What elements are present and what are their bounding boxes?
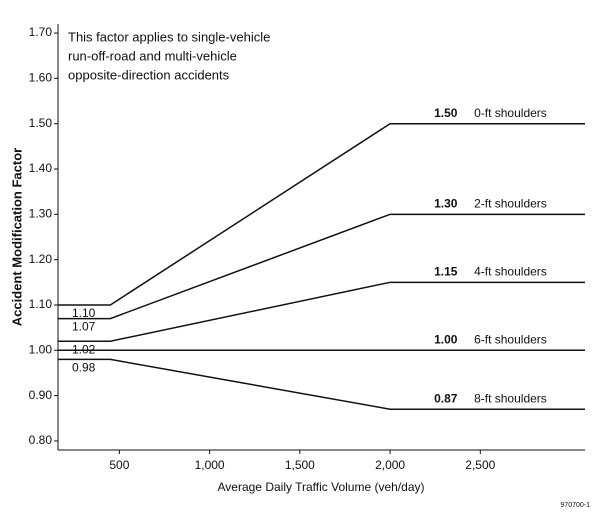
- data-label: 1.15: [434, 264, 458, 278]
- series-line: [58, 281, 585, 342]
- series-line: [58, 122, 585, 306]
- y-tick-label: 1.60: [29, 71, 53, 85]
- data-label: 0.98: [72, 361, 96, 375]
- y-tick-label: 1.00: [29, 342, 53, 356]
- y-tick-label: 1.40: [29, 161, 53, 175]
- x-tick-label: 1,500: [285, 458, 315, 472]
- data-label: 1.00: [434, 332, 458, 346]
- annotation: run-off-road and multi-vehicle: [68, 48, 237, 63]
- x-tick-label: 1,000: [195, 458, 225, 472]
- x-tick-label: 2,000: [375, 458, 405, 472]
- data-label: 1.50: [434, 106, 458, 120]
- x-tick-label: 2,500: [465, 458, 495, 472]
- series-label: 8-ft shoulders: [474, 391, 547, 405]
- series-line: [58, 213, 585, 320]
- annotation: This factor applies to single-vehicle: [68, 29, 270, 44]
- data-label: 1.07: [72, 320, 96, 334]
- y-tick-label: 1.50: [29, 116, 53, 130]
- series-label: 0-ft shoulders: [474, 106, 547, 120]
- y-axis-title: Accident Modification Factor: [9, 148, 24, 326]
- series-label: 6-ft shoulders: [474, 332, 547, 346]
- y-tick-label: 1.30: [29, 207, 53, 221]
- annotation: opposite-direction accidents: [68, 67, 230, 82]
- series-line: [58, 358, 585, 410]
- footnote: 970700-1: [560, 502, 590, 509]
- y-tick-label: 0.80: [29, 433, 53, 447]
- series-label: 2-ft shoulders: [474, 197, 547, 211]
- data-label: 0.87: [434, 391, 458, 405]
- data-label: 1.02: [72, 342, 96, 356]
- y-tick-label: 0.90: [29, 388, 53, 402]
- y-tick-label: 1.10: [29, 297, 53, 311]
- data-label: 1.10: [72, 306, 96, 320]
- x-tick-label: 500: [109, 458, 129, 472]
- x-axis-title: Average Daily Traffic Volume (veh/day): [218, 480, 425, 494]
- y-tick-label: 1.70: [29, 25, 53, 39]
- data-label: 1.30: [434, 197, 458, 211]
- series-label: 4-ft shoulders: [474, 264, 547, 278]
- y-tick-label: 1.20: [29, 252, 53, 266]
